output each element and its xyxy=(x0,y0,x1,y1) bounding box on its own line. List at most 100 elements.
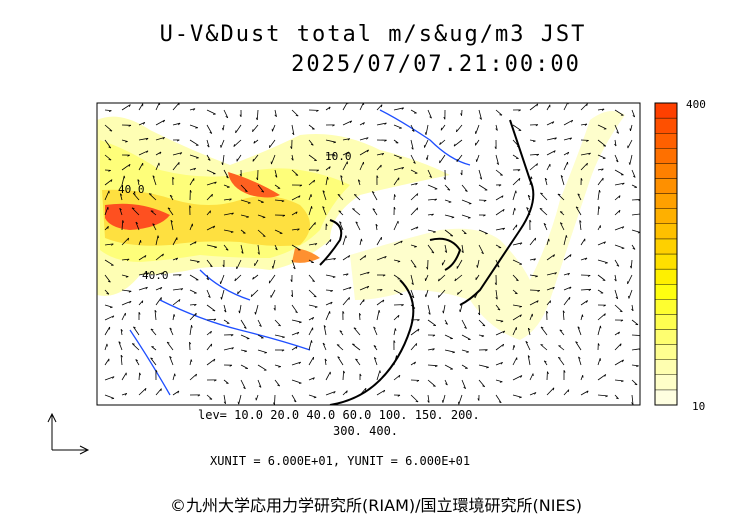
wind-vector-head xyxy=(567,389,570,393)
wind-vector-head xyxy=(494,146,497,150)
wind-vector-head xyxy=(271,265,274,269)
wind-vector xyxy=(206,289,211,298)
wind-vector-head xyxy=(330,301,333,305)
wind-vector xyxy=(495,169,503,176)
wind-vector xyxy=(223,212,234,216)
wind-vector xyxy=(393,314,400,321)
wind-vector-head xyxy=(145,137,149,141)
wind-vector xyxy=(131,207,140,216)
wind-vector xyxy=(393,274,401,280)
wind-vector-head xyxy=(397,394,401,397)
wind-vector-head xyxy=(432,348,435,351)
wind-vector xyxy=(342,390,348,396)
wind-vector-head xyxy=(273,307,276,311)
wind-vector-head xyxy=(244,190,248,192)
wind-vector-head xyxy=(322,190,326,193)
wind-vector-head xyxy=(584,123,588,126)
wind-vector xyxy=(189,325,192,336)
wind-vector xyxy=(614,226,625,231)
wind-vector-head xyxy=(463,232,467,235)
wind-vector-head xyxy=(559,329,563,332)
wind-vector xyxy=(189,223,193,231)
wind-vector xyxy=(135,359,140,366)
wind-vector xyxy=(410,193,419,201)
wind-vector xyxy=(342,103,348,111)
wind-vector-head xyxy=(339,221,342,224)
wind-vector xyxy=(546,300,551,306)
wind-vector xyxy=(357,179,361,186)
wind-vector-head xyxy=(129,300,132,304)
wind-vector xyxy=(238,394,242,405)
wind-vector xyxy=(376,164,382,171)
wind-vector xyxy=(512,314,522,321)
wind-vector xyxy=(223,184,230,188)
wind-vector xyxy=(189,373,197,381)
wind-vector-head xyxy=(499,114,503,116)
wind-vector xyxy=(119,193,123,201)
wind-vector xyxy=(563,272,570,276)
wind-vector-head xyxy=(413,265,417,268)
wind-vector xyxy=(359,271,370,276)
wind-vector-head xyxy=(214,379,217,382)
wind-vector xyxy=(477,259,480,268)
wind-vector xyxy=(512,207,516,216)
map-title: U-V&Dust total m/s&ug/m3 JST xyxy=(159,22,587,47)
wind-vector xyxy=(223,109,229,118)
wind-vector xyxy=(614,195,621,201)
wind-vector xyxy=(580,162,588,171)
wind-vector-head xyxy=(632,115,635,118)
wind-vector-head xyxy=(558,356,561,359)
wind-vector-head xyxy=(553,150,556,153)
wind-vector-head xyxy=(131,207,135,209)
wind-vector xyxy=(104,109,112,111)
wind-vector-head xyxy=(565,235,568,238)
wind-vector-head xyxy=(278,366,281,368)
wind-vector xyxy=(325,139,336,143)
wind-vector-head xyxy=(348,255,351,258)
wind-vector-head xyxy=(412,307,416,309)
wind-vector-head xyxy=(398,375,401,378)
wind-vector xyxy=(597,190,600,201)
wind-vector xyxy=(461,244,464,253)
wind-vector xyxy=(135,221,140,231)
wind-vector xyxy=(172,152,183,156)
wind-vector-head xyxy=(213,358,216,362)
wind-vector-head xyxy=(194,304,197,307)
wind-vector xyxy=(189,241,197,246)
wind-vector xyxy=(138,103,144,111)
wind-vector-head xyxy=(359,373,362,377)
wind-vector-head xyxy=(537,290,540,292)
wind-vector-head xyxy=(177,390,180,394)
wind-vector xyxy=(104,226,109,231)
wind-vector-head xyxy=(209,131,213,134)
wind-vector xyxy=(456,154,463,162)
wind-vector xyxy=(580,257,588,261)
wind-vector xyxy=(529,274,538,277)
wind-vector xyxy=(563,137,572,141)
wind-vector xyxy=(104,326,111,336)
wind-vector-head xyxy=(441,400,444,403)
wind-vector-head xyxy=(258,385,262,388)
wind-vector-head xyxy=(397,261,401,263)
wind-vector xyxy=(308,206,312,216)
wind-vector-head xyxy=(631,308,634,312)
wind-vector-head xyxy=(261,190,264,193)
wind-vector-head xyxy=(127,154,130,157)
wind-vector xyxy=(169,356,174,366)
colorbar-max-label: 400 xyxy=(686,98,706,111)
wind-vector-head xyxy=(379,370,381,373)
wind-vector xyxy=(495,330,505,336)
wind-vector-head xyxy=(427,400,430,403)
wind-vector xyxy=(359,122,365,126)
wind-vector-head xyxy=(636,365,639,368)
wind-vector xyxy=(324,358,327,366)
wind-vector xyxy=(461,229,467,235)
wind-vector-head xyxy=(456,129,458,132)
wind-vector-head xyxy=(295,174,299,176)
wind-vector-head xyxy=(415,343,418,346)
wind-vector-head xyxy=(586,300,588,303)
wind-vector-head xyxy=(371,191,375,194)
wind-vector xyxy=(342,235,347,246)
wind-vector xyxy=(138,388,147,396)
wind-vector xyxy=(495,304,501,311)
